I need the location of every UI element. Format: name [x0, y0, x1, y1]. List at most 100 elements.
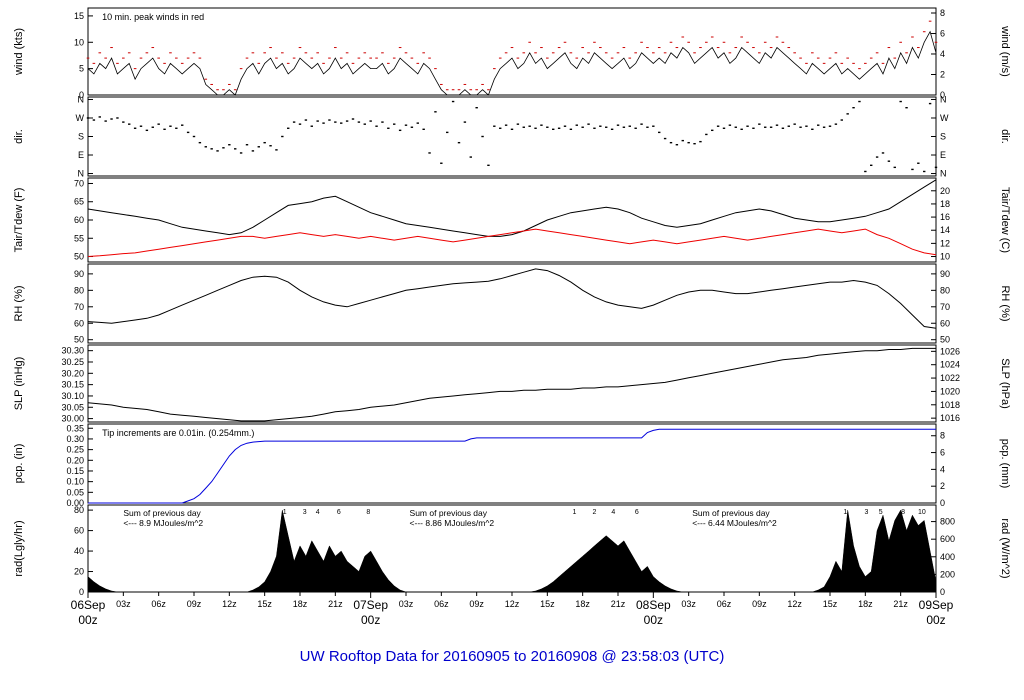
svg-text:50: 50: [74, 252, 84, 262]
svg-text:W: W: [940, 113, 949, 123]
svg-text:0: 0: [940, 587, 945, 597]
svg-text:0.10: 0.10: [66, 477, 84, 487]
svg-text:5: 5: [879, 509, 883, 516]
svg-text:Sum of previous day: Sum of previous day: [410, 508, 488, 518]
svg-text:1020: 1020: [940, 386, 960, 396]
svg-text:5: 5: [79, 64, 84, 74]
svg-text:06z: 06z: [151, 599, 166, 609]
svg-text:0.30: 0.30: [66, 434, 84, 444]
svg-text:15z: 15z: [540, 599, 555, 609]
svg-text:8: 8: [366, 509, 370, 516]
svg-text:00z: 00z: [78, 613, 97, 627]
svg-text:Tair/Tdew (C): Tair/Tdew (C): [999, 187, 1011, 253]
svg-text:09z: 09z: [187, 599, 202, 609]
svg-text:1: 1: [283, 509, 287, 516]
svg-text:4: 4: [611, 509, 615, 516]
svg-text:4: 4: [940, 49, 945, 59]
svg-text:N: N: [78, 169, 85, 179]
svg-text:1024: 1024: [940, 360, 960, 370]
svg-text:6: 6: [940, 448, 945, 458]
svg-text:60: 60: [940, 318, 950, 328]
svg-text:6: 6: [635, 509, 639, 516]
svg-text:20: 20: [74, 567, 84, 577]
svg-text:09z: 09z: [469, 599, 484, 609]
svg-text:80: 80: [74, 285, 84, 295]
svg-text:Tip increments are 0.01in. (0.: Tip increments are 0.01in. (0.254mm.): [102, 428, 254, 438]
svg-text:09Sep: 09Sep: [919, 598, 954, 612]
svg-text:55: 55: [74, 233, 84, 243]
svg-text:1016: 1016: [940, 413, 960, 423]
svg-text:70: 70: [940, 302, 950, 312]
svg-text:18: 18: [940, 199, 950, 209]
svg-text:80: 80: [940, 285, 950, 295]
svg-text:18z: 18z: [293, 599, 308, 609]
svg-text:10: 10: [74, 37, 84, 47]
svg-text:00z: 00z: [644, 613, 663, 627]
svg-text:30.20: 30.20: [61, 368, 84, 378]
svg-text:2: 2: [940, 69, 945, 79]
svg-text:50: 50: [74, 335, 84, 345]
svg-text:03z: 03z: [116, 599, 131, 609]
svg-text:80: 80: [74, 505, 84, 515]
svg-text:10: 10: [918, 509, 926, 516]
svg-text:0.20: 0.20: [66, 455, 84, 465]
svg-text:RH (%): RH (%): [13, 285, 25, 321]
svg-text:90: 90: [74, 269, 84, 279]
svg-text:06Sep: 06Sep: [71, 598, 106, 612]
svg-text:0.35: 0.35: [66, 423, 84, 433]
svg-text:65: 65: [74, 197, 84, 207]
svg-text:8: 8: [940, 8, 945, 18]
svg-text:90: 90: [940, 269, 950, 279]
svg-text:Tair/Tdew (F): Tair/Tdew (F): [13, 188, 25, 253]
svg-text:6: 6: [337, 509, 341, 516]
svg-text:600: 600: [940, 534, 955, 544]
svg-text:2: 2: [940, 481, 945, 491]
svg-text:70: 70: [74, 178, 84, 188]
svg-text:70: 70: [74, 302, 84, 312]
svg-text:07Sep: 07Sep: [353, 598, 388, 612]
chart-title: UW Rooftop Data for 20160905 to 20160908…: [299, 648, 725, 665]
svg-text:0.15: 0.15: [66, 466, 84, 476]
svg-text:12z: 12z: [787, 599, 802, 609]
svg-text:0: 0: [79, 587, 84, 597]
svg-text:30.10: 30.10: [61, 391, 84, 401]
svg-text:60: 60: [74, 318, 84, 328]
svg-text:20: 20: [940, 186, 950, 196]
svg-text:06z: 06z: [434, 599, 449, 609]
svg-text:1: 1: [843, 509, 847, 516]
svg-text:0: 0: [79, 90, 84, 100]
svg-text:03z: 03z: [681, 599, 696, 609]
svg-text:<--- 8.9 MJoules/m^2: <--- 8.9 MJoules/m^2: [123, 518, 203, 528]
svg-text:50: 50: [940, 335, 950, 345]
svg-text:10 min. peak winds in red: 10 min. peak winds in red: [102, 12, 204, 22]
svg-text:15z: 15z: [257, 599, 272, 609]
svg-text:4: 4: [316, 509, 320, 516]
svg-text:6: 6: [940, 29, 945, 39]
svg-text:30.25: 30.25: [61, 357, 84, 367]
svg-text:E: E: [940, 150, 946, 160]
svg-text:wind (m/s): wind (m/s): [999, 25, 1011, 77]
svg-text:dir.: dir.: [999, 129, 1011, 144]
svg-text:0: 0: [940, 90, 945, 100]
svg-text:rad(Lgly/hr): rad(Lgly/hr): [13, 520, 25, 576]
svg-text:E: E: [78, 150, 84, 160]
svg-text:N: N: [940, 94, 947, 104]
svg-text:14: 14: [940, 225, 950, 235]
svg-text:200: 200: [940, 569, 955, 579]
svg-text:18z: 18z: [575, 599, 590, 609]
svg-text:SLP (hPa): SLP (hPa): [999, 358, 1011, 409]
svg-text:0.05: 0.05: [66, 487, 84, 497]
svg-text:30.00: 30.00: [61, 414, 84, 424]
svg-text:0: 0: [940, 498, 945, 508]
svg-text:12: 12: [940, 238, 950, 248]
svg-text:08Sep: 08Sep: [636, 598, 671, 612]
svg-text:60: 60: [74, 526, 84, 536]
svg-text:3: 3: [865, 509, 869, 516]
svg-text:Sum of previous day: Sum of previous day: [123, 508, 201, 518]
svg-text:W: W: [76, 113, 85, 123]
svg-text:30.15: 30.15: [61, 380, 84, 390]
svg-text:3: 3: [303, 509, 307, 516]
svg-text:1022: 1022: [940, 373, 960, 383]
svg-text:0.25: 0.25: [66, 445, 84, 455]
